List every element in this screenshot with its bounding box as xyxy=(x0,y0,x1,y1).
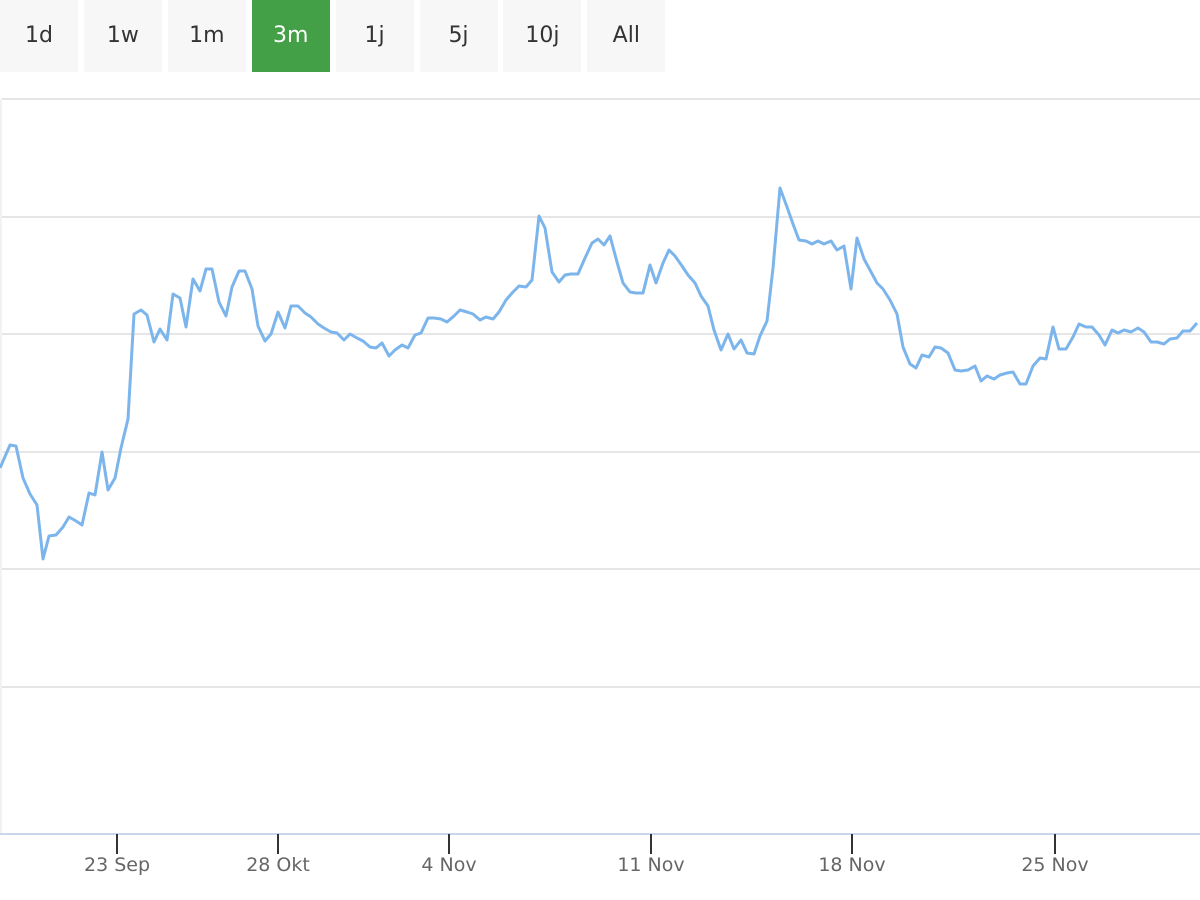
range-button[interactable]: 5j xyxy=(419,0,498,72)
range-button[interactable]: 10j xyxy=(503,0,582,72)
x-tick-label: 18 Nov xyxy=(818,854,885,876)
range-button[interactable]: All xyxy=(587,0,666,72)
range-button[interactable]: 1d xyxy=(0,0,78,72)
x-tick-label: 23 Sep xyxy=(84,854,150,876)
x-tick-label: 28 Okt xyxy=(246,854,310,876)
range-button[interactable]: 3m xyxy=(251,0,330,72)
price-line xyxy=(0,186,1199,561)
x-tick-label: 25 Nov xyxy=(1021,854,1088,876)
range-button[interactable]: 1j xyxy=(335,0,414,72)
range-button[interactable]: 1m xyxy=(167,0,246,72)
x-tick-label: 11 Nov xyxy=(617,854,684,876)
x-tick-label: 4 Nov xyxy=(421,854,476,876)
range-button[interactable]: 1w xyxy=(83,0,162,72)
